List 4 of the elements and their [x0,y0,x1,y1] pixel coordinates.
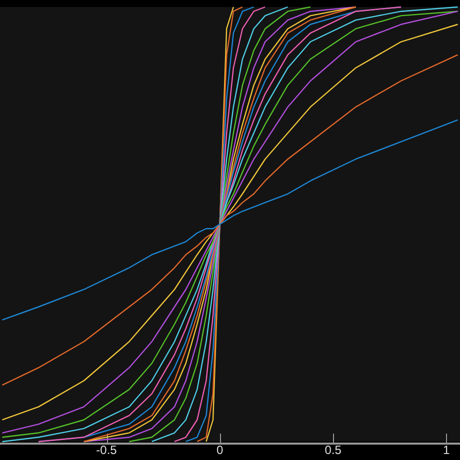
x-tick-label: 0.5 [324,443,342,458]
x-tick-label: -0.5 [96,443,118,458]
x-tick-label: 0 [216,443,224,458]
x-tick-label: 1 [443,443,450,458]
